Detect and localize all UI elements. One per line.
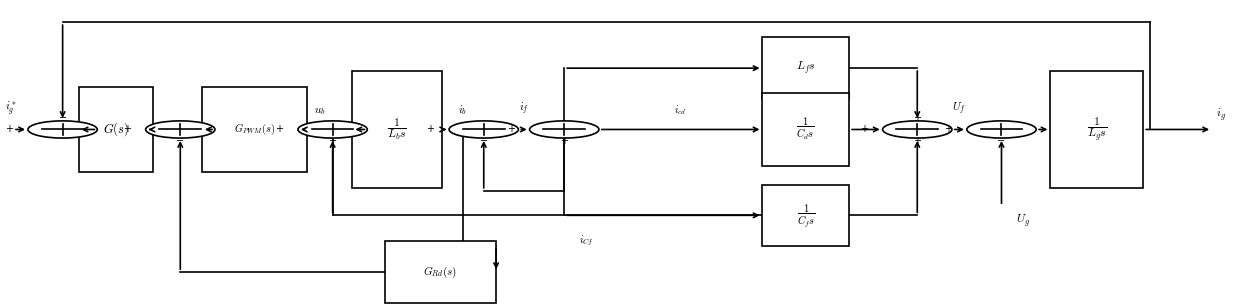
Circle shape (145, 121, 215, 138)
Text: +: + (427, 124, 434, 135)
Text: $\boldsymbol{i_f}$: $\boldsymbol{i_f}$ (520, 101, 529, 117)
Circle shape (529, 121, 599, 138)
Bar (763, 185, 849, 246)
Text: $G_{PWM}(s)$: $G_{PWM}(s)$ (234, 122, 275, 137)
Text: $G(s)$: $G(s)$ (103, 121, 129, 138)
Circle shape (967, 121, 1037, 138)
Text: $\boldsymbol{U_g}$: $\boldsymbol{U_g}$ (1017, 212, 1030, 229)
Text: −: − (997, 136, 1006, 146)
Bar (1050, 71, 1143, 188)
Text: +: + (275, 124, 284, 135)
Bar (763, 38, 849, 99)
Text: $\boldsymbol{i_{cd}}$: $\boldsymbol{i_{cd}}$ (675, 103, 687, 117)
Text: +: + (123, 124, 131, 135)
Text: +: + (5, 124, 14, 135)
Text: $\boldsymbol{i_g}$: $\boldsymbol{i_g}$ (1215, 107, 1226, 123)
Bar (352, 71, 441, 188)
Bar (763, 93, 849, 166)
Text: $\dfrac{1}{C_f s}$: $\dfrac{1}{C_f s}$ (796, 202, 815, 229)
Text: $\boldsymbol{u_b}$: $\boldsymbol{u_b}$ (314, 106, 326, 117)
Text: $\dfrac{1}{L_b s}$: $\dfrac{1}{L_b s}$ (387, 117, 407, 142)
Text: −: − (480, 136, 487, 146)
Circle shape (449, 121, 518, 138)
Text: +: + (861, 124, 868, 135)
Text: +: + (507, 124, 515, 135)
Text: $\dfrac{1}{L_g s}$: $\dfrac{1}{L_g s}$ (1086, 115, 1107, 144)
Text: $\boldsymbol{U_f}$: $\boldsymbol{U_f}$ (952, 101, 966, 117)
Text: $L_f s$: $L_f s$ (796, 60, 816, 76)
Text: $i_g^*$: $i_g^*$ (5, 99, 16, 117)
Circle shape (298, 121, 367, 138)
Bar (384, 241, 496, 303)
Text: +: + (914, 113, 921, 123)
Bar (202, 87, 308, 172)
Circle shape (883, 121, 952, 138)
Text: $\boldsymbol{i_b}$: $\boldsymbol{i_b}$ (458, 103, 467, 117)
Text: −: − (58, 113, 67, 123)
Bar (78, 87, 153, 172)
Text: −: − (329, 136, 337, 146)
Text: $G_{Rd}(s)$: $G_{Rd}(s)$ (423, 264, 458, 280)
Text: −: − (176, 136, 185, 146)
Text: +: + (944, 124, 952, 135)
Text: +: + (914, 136, 921, 146)
Text: $\dfrac{1}{C_d s}$: $\dfrac{1}{C_d s}$ (796, 116, 815, 143)
Text: +: + (560, 136, 568, 146)
Circle shape (29, 121, 97, 138)
Text: $\boldsymbol{i_{Cf}}$: $\boldsymbol{i_{Cf}}$ (579, 234, 594, 248)
